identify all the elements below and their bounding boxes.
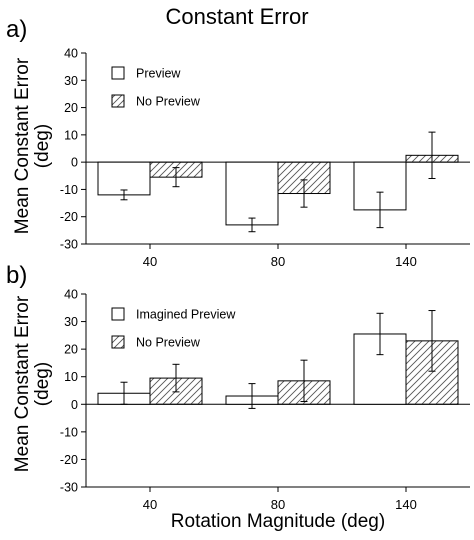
chart-title: Constant Error bbox=[165, 4, 309, 29]
panel-a-x-tick-label: 80 bbox=[271, 254, 285, 269]
panel-b-y-tick-label: -10 bbox=[60, 425, 78, 439]
panel-a-x-tick-label: 140 bbox=[395, 254, 417, 269]
panel-b-y-tick-label: 0 bbox=[71, 398, 78, 412]
panel-b-legend-swatch bbox=[111, 307, 125, 321]
panel-b-y-tick-label: 40 bbox=[64, 288, 78, 302]
panel-b-legend-label: Imagined Preview bbox=[136, 308, 236, 322]
panel-a-y-tick-label: 40 bbox=[64, 47, 78, 61]
panel-a-y-tick-label: -30 bbox=[60, 238, 78, 252]
panel-b-legend-label: No Preview bbox=[136, 336, 201, 350]
x-axis-label: Rotation Magnitude (deg) bbox=[170, 511, 386, 532]
panel-b-y-tick-label: 20 bbox=[64, 343, 78, 357]
panel-b-label: b) bbox=[6, 262, 28, 289]
panel-a-y-tick-label: 20 bbox=[64, 101, 78, 115]
panel-b-y-tick-label: 30 bbox=[64, 315, 78, 329]
panel-a-label: a) bbox=[6, 16, 28, 43]
panel-b-legend-swatch bbox=[111, 335, 125, 349]
panel-a-legend-swatch bbox=[111, 66, 125, 80]
panel-b-x-tick-label: 140 bbox=[395, 497, 417, 512]
panel-a-legend-swatch bbox=[111, 94, 125, 108]
panel-a-legend-label: Preview bbox=[136, 67, 181, 81]
panel-a-legend-label: No Preview bbox=[136, 95, 201, 109]
panel-a-x-tick-label: 40 bbox=[143, 254, 157, 269]
panel-a-y-tick-label: -20 bbox=[60, 210, 78, 224]
panel-b-y-tick-label: -20 bbox=[60, 453, 78, 467]
panel-a-y-tick-label: 0 bbox=[71, 156, 78, 170]
panel-b-x-tick-label: 80 bbox=[271, 497, 285, 512]
panel-a-y-tick-label: 10 bbox=[64, 128, 78, 142]
panel-a-y-tick-label: 30 bbox=[64, 74, 78, 88]
panel-b-y-tick-label: 10 bbox=[64, 370, 78, 384]
panel-a-y-tick-label: -10 bbox=[60, 183, 78, 197]
panel-a-bar-preview-80 bbox=[225, 161, 279, 226]
panel-b-x-tick-label: 40 bbox=[143, 497, 157, 512]
panel-b-y-tick-label: -30 bbox=[60, 481, 78, 495]
